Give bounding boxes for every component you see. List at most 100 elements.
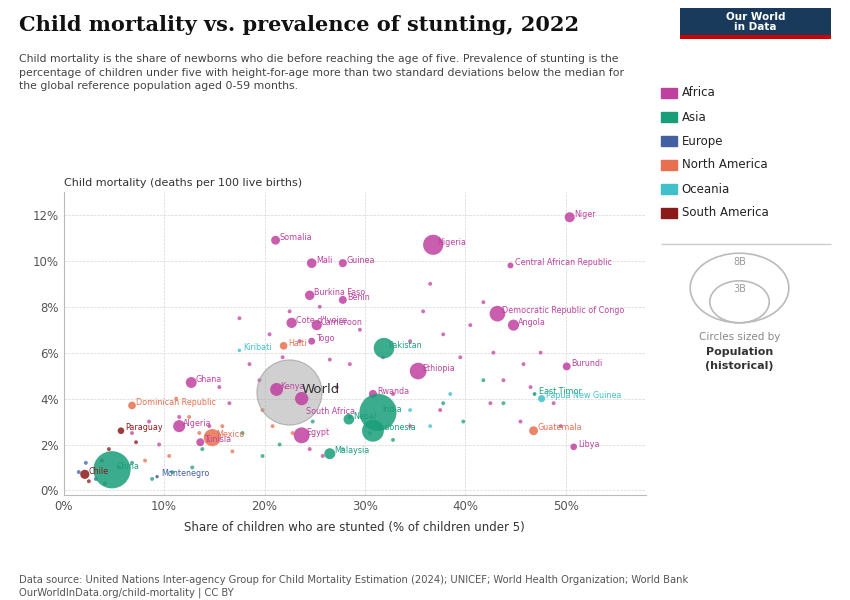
Point: [560, 362, 574, 371]
Point: [295, 394, 309, 403]
Point: [336, 295, 349, 305]
Point: [477, 376, 490, 385]
Text: 8B: 8B: [733, 257, 746, 267]
Point: [330, 382, 343, 392]
Point: [185, 463, 199, 472]
Point: [507, 320, 520, 330]
Point: [363, 428, 377, 438]
Text: Tunisia: Tunisia: [205, 435, 231, 444]
Point: [535, 394, 548, 403]
Point: [166, 467, 179, 477]
Point: [456, 417, 470, 427]
Point: [366, 389, 380, 399]
Point: [386, 389, 400, 399]
Point: [202, 421, 216, 431]
Text: Child mortality (deaths per 100 live births): Child mortality (deaths per 100 live bir…: [64, 178, 302, 188]
Text: Europe: Europe: [682, 134, 723, 148]
Text: South Africa: South Africa: [306, 407, 354, 416]
Point: [305, 259, 319, 268]
Text: Burundi: Burundi: [571, 359, 602, 368]
Point: [273, 440, 286, 449]
Point: [323, 449, 337, 458]
Point: [285, 318, 298, 328]
Text: Benin: Benin: [347, 293, 370, 302]
Point: [436, 398, 450, 408]
Point: [102, 444, 116, 454]
Point: [343, 412, 357, 422]
Text: Ethiopia: Ethiopia: [422, 364, 455, 373]
Text: Democratic Republic of Congo: Democratic Republic of Congo: [502, 307, 624, 316]
Text: Africa: Africa: [682, 86, 716, 100]
Text: North America: North America: [682, 158, 768, 172]
Text: Mexico: Mexico: [217, 430, 245, 439]
Point: [336, 259, 349, 268]
Point: [269, 385, 283, 394]
Point: [275, 352, 289, 362]
Text: Papua New Guinea: Papua New Guinea: [546, 391, 621, 400]
Text: Haiti: Haiti: [288, 338, 306, 347]
Text: Asia: Asia: [682, 110, 706, 124]
Point: [371, 407, 385, 417]
Text: Ghana: Ghana: [196, 375, 222, 384]
Point: [436, 329, 450, 339]
Point: [169, 394, 183, 403]
Text: Child mortality is the share of newborns who die before reaching the age of five: Child mortality is the share of newborns…: [19, 54, 624, 91]
Point: [313, 302, 326, 311]
Point: [484, 398, 497, 408]
Text: Montenegro: Montenegro: [162, 469, 210, 478]
Point: [316, 451, 330, 461]
Point: [184, 378, 198, 388]
Text: Egypt: Egypt: [306, 428, 329, 437]
Point: [423, 421, 437, 431]
Point: [513, 417, 527, 427]
Point: [286, 428, 299, 438]
Point: [310, 320, 324, 330]
Text: Guatemala: Guatemala: [538, 424, 582, 433]
Text: East Timor: East Timor: [539, 387, 581, 396]
Text: Cameroon: Cameroon: [321, 318, 363, 327]
Point: [105, 465, 119, 475]
Point: [89, 474, 103, 484]
Point: [192, 428, 206, 438]
Text: Togo: Togo: [316, 334, 334, 343]
Point: [303, 444, 316, 454]
Point: [282, 387, 296, 397]
Point: [463, 320, 477, 330]
Point: [173, 421, 186, 431]
Point: [403, 337, 416, 346]
Point: [72, 467, 86, 477]
Point: [152, 440, 166, 449]
Point: [295, 431, 309, 440]
Text: Kenya: Kenya: [280, 382, 305, 391]
Text: Chile: Chile: [89, 467, 109, 476]
Point: [528, 389, 541, 399]
Text: Malaysia: Malaysia: [334, 446, 369, 455]
Point: [114, 426, 128, 436]
Point: [547, 398, 560, 408]
Point: [496, 398, 510, 408]
Point: [353, 325, 366, 335]
Point: [194, 437, 207, 447]
Text: Kiribati: Kiribati: [244, 343, 272, 352]
Point: [444, 389, 457, 399]
Text: Nigeria: Nigeria: [438, 238, 466, 247]
Point: [303, 290, 316, 300]
Text: Data source: United Nations Inter-agency Group for Child Mortality Estimation (2: Data source: United Nations Inter-agency…: [19, 575, 688, 598]
Point: [235, 428, 249, 438]
Point: [403, 405, 416, 415]
X-axis label: Share of children who are stunted (% of children under 5): Share of children who are stunted (% of …: [184, 521, 525, 534]
Text: China: China: [116, 463, 139, 472]
Point: [377, 352, 390, 362]
Point: [233, 313, 246, 323]
Point: [527, 426, 541, 436]
Text: Mali: Mali: [316, 256, 332, 265]
Point: [343, 359, 357, 369]
Text: (historical): (historical): [706, 361, 774, 371]
Point: [293, 337, 307, 346]
Point: [411, 366, 425, 376]
Point: [142, 417, 156, 427]
Point: [162, 451, 176, 461]
Text: Dominican Republic: Dominican Republic: [136, 398, 216, 407]
Point: [427, 240, 440, 250]
Point: [377, 343, 391, 353]
